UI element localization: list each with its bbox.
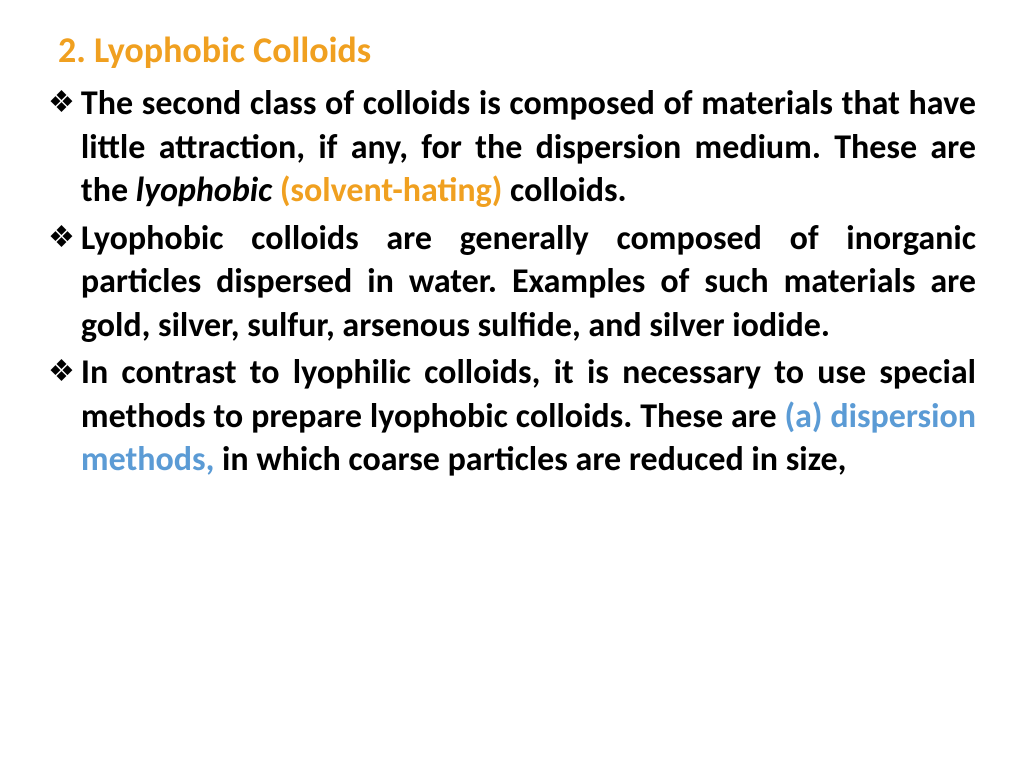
bullet-item: ❖ Lyophobic colloids are generally compo…	[48, 217, 976, 348]
bullet-item: ❖ In contrast to lyophilic colloids, it …	[48, 351, 976, 482]
slide-heading: 2. Lyophobic Colloids	[48, 28, 976, 72]
bullet-item: ❖ The second class of colloids is compos…	[48, 82, 976, 213]
bullet-text-3: In contrast to lyophilic colloids, it is…	[81, 351, 976, 482]
bullet-text-1: The second class of colloids is composed…	[81, 82, 976, 213]
text-segment: colloids.	[510, 170, 627, 211]
text-segment: in which coarse particles are reduced in…	[222, 439, 846, 480]
diamond-bullet-icon: ❖	[48, 82, 75, 124]
italic-term: lyophobic	[136, 170, 280, 211]
diamond-bullet-icon: ❖	[48, 217, 75, 259]
diamond-bullet-icon: ❖	[48, 351, 75, 393]
text-segment: Lyophobic colloids are generally compose…	[81, 218, 976, 346]
highlighted-term: (solvent-hating)	[280, 170, 510, 211]
bullet-text-2: Lyophobic colloids are generally compose…	[81, 217, 976, 348]
